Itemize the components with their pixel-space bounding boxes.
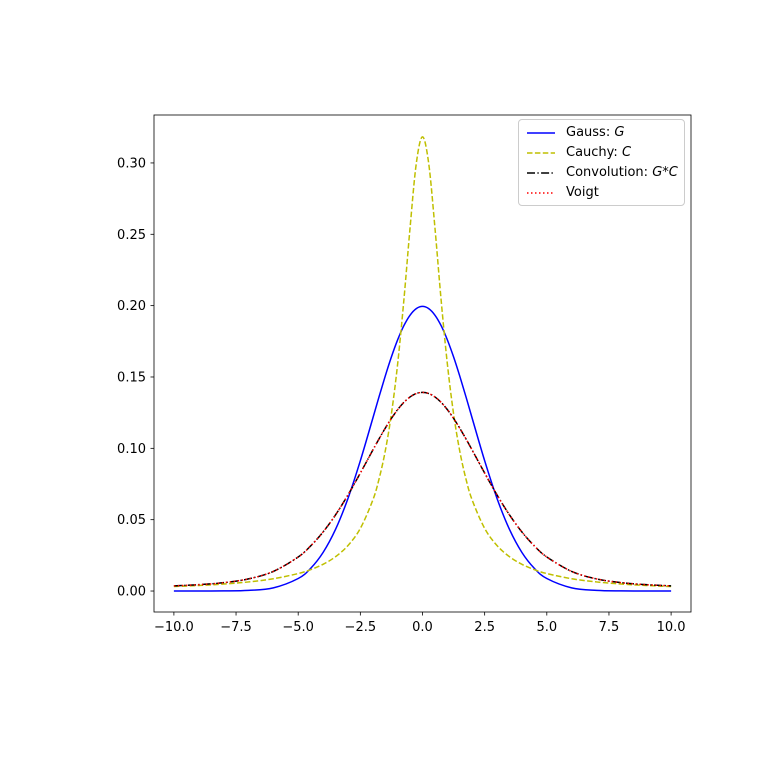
- legend-line-sample-icon: [527, 171, 555, 174]
- legend-item: Cauchy: C: [526, 144, 677, 161]
- legend-label: Convolution: G*C: [566, 165, 678, 180]
- legend-label: Cauchy: C: [566, 145, 632, 160]
- legend-line-sample-icon: [527, 151, 555, 154]
- legend-item: Convolution: G*C: [526, 164, 678, 181]
- x-tick-label: −2.5: [345, 620, 377, 635]
- x-tick-label: −7.5: [220, 620, 252, 635]
- x-tick-label: −10.0: [154, 620, 194, 635]
- x-tick-label: 10.0: [657, 620, 686, 635]
- legend-line-sample-icon: [527, 131, 555, 134]
- y-tick-label: 0.30: [117, 156, 146, 171]
- y-tick-label: 0.00: [117, 585, 146, 600]
- legend-label: Voigt: [566, 185, 599, 200]
- series-line-cauchy: [173, 136, 672, 588]
- legend-label: Gauss: G: [566, 125, 625, 140]
- x-tick-label: 2.5: [474, 620, 495, 635]
- y-tick-label: 0.15: [117, 370, 146, 385]
- x-tick-label: −5.0: [282, 620, 314, 635]
- x-tick-label: 7.5: [599, 620, 620, 635]
- legend-line-sample-icon: [527, 191, 555, 194]
- y-tick-label: 0.20: [117, 299, 146, 314]
- y-tick-label: 0.05: [117, 513, 146, 528]
- plot-border: [153, 114, 692, 613]
- y-tick-label: 0.25: [117, 228, 146, 243]
- legend-item: Voigt: [526, 184, 677, 201]
- series-line-convolution: [173, 391, 672, 587]
- x-tick-label: 0.0: [412, 620, 433, 635]
- series-line-voigt: [173, 391, 672, 587]
- legend-item: Gauss: G: [526, 124, 677, 141]
- series-line-gauss: [173, 305, 672, 592]
- legend: Gauss: G Cauchy: C Convolution: G*C Voig…: [518, 119, 685, 206]
- y-tick-label: 0.10: [117, 442, 146, 457]
- x-tick-label: 5.0: [536, 620, 557, 635]
